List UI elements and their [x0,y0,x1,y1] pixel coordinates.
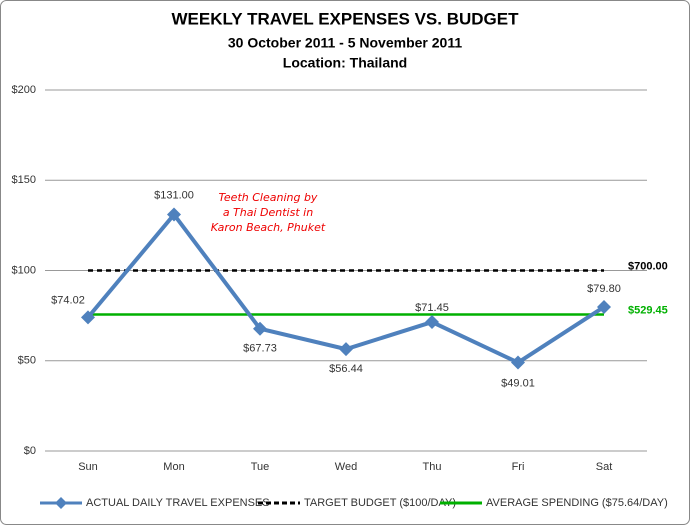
marker [339,342,353,357]
annotation: a Thai Dentist in [223,206,313,219]
total-label: $529.45 [628,304,668,316]
x-tick-label: Mon [163,461,184,473]
x-tick-label: Sat [596,461,613,473]
data-label: $79.80 [587,283,621,295]
marker [81,310,95,325]
chart-subtitle: 30 October 2011 - 5 November 2011 [228,35,462,51]
data-label: $131.00 [154,189,194,201]
y-tick-label: $0 [24,445,36,457]
annotation: Karon Beach, Phuket [211,221,326,234]
legend-marker [55,497,67,509]
data-label: $49.01 [501,377,535,389]
y-tick-label: $200 [12,84,36,96]
y-tick-label: $50 [18,355,36,367]
marker [425,315,439,330]
data-label: $71.45 [415,302,449,314]
data-label: $67.73 [243,343,277,355]
x-tick-label: Wed [335,461,357,473]
total-label: $700.00 [628,260,668,272]
marker [597,299,611,314]
legend-label: TARGET BUDGET ($100/DAY) [304,497,456,509]
legend-label: ACTUAL DAILY TRAVEL EXPENSES [86,497,270,509]
y-tick-label: $150 [12,174,36,186]
chart-title: WEEKLY TRAVEL EXPENSES VS. BUDGET [171,9,519,28]
chart-subtitle: Location: Thailand [283,55,407,71]
x-tick-label: Fri [512,461,525,473]
x-tick-label: Tue [251,461,270,473]
legend-label: AVERAGE SPENDING ($75.64/DAY) [486,497,668,509]
data-label: $56.44 [329,363,363,375]
marker [511,355,525,370]
x-tick-label: Sun [78,461,98,473]
marker [253,321,267,336]
marker [167,207,181,222]
y-tick-label: $100 [12,264,36,276]
data-label: $74.02 [51,294,85,306]
annotation: Teeth Cleaning by [219,191,318,204]
x-tick-label: Thu [423,461,442,473]
